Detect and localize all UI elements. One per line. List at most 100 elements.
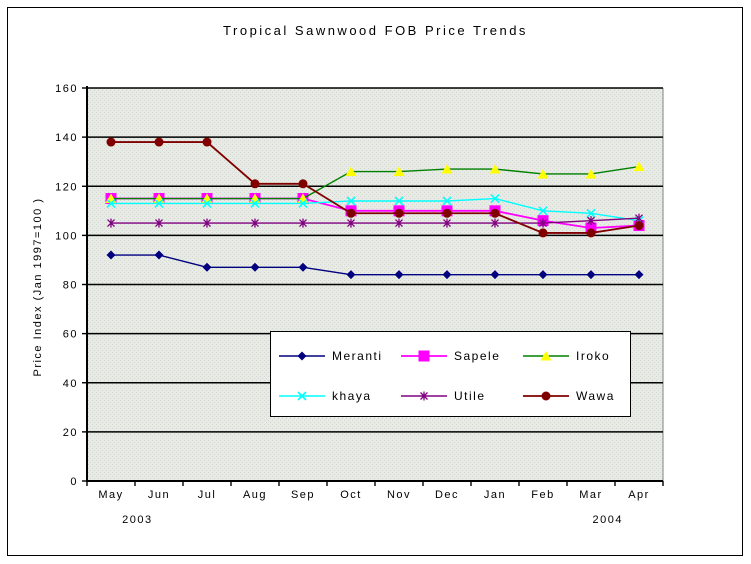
- legend-swatch-utile: [401, 391, 447, 401]
- y-tick-label-120: 120: [55, 181, 78, 193]
- marker-utile-oct: [347, 218, 355, 228]
- marker-wawa-feb: [538, 228, 548, 238]
- series-line-iroko: [111, 165, 640, 200]
- legend-marker-utile-icon: [420, 391, 428, 401]
- series-line-wawa: [111, 141, 640, 234]
- marker-meranti-mar: [586, 270, 596, 280]
- legend-label-utile: Utile: [454, 389, 486, 403]
- y-tick-label-140: 140: [55, 132, 78, 144]
- y-tick-label-80: 80: [63, 280, 78, 292]
- marker-khaya-sep: [298, 198, 308, 209]
- legend-swatch-wawa: [523, 391, 569, 401]
- marker-meranti-aug: [250, 262, 260, 272]
- x-tick-label-apr: Apr: [628, 489, 650, 501]
- marker-khaya-jul: [202, 198, 212, 209]
- marker-wawa-oct: [346, 208, 356, 218]
- legend-marker-sapele-icon: [418, 350, 430, 362]
- series-line-meranti: [111, 254, 639, 276]
- legend-swatch-khaya: [279, 391, 325, 401]
- marker-wawa-jan: [490, 208, 500, 218]
- marker-meranti-may: [106, 250, 116, 260]
- marker-meranti-dec: [442, 270, 452, 280]
- marker-utile-sep: [299, 218, 307, 228]
- marker-wawa-aug: [250, 179, 260, 189]
- x-tick-label-jul: Jul: [198, 489, 217, 501]
- marker-iroko-nov: [393, 166, 405, 177]
- x-tick-label-nov: Nov: [387, 489, 411, 501]
- legend-item-wawa: Wawa: [523, 382, 615, 410]
- marker-meranti-jun: [154, 250, 164, 260]
- year-label-2004: 2004: [593, 514, 623, 526]
- legend-item-utile: Utile: [401, 382, 486, 410]
- legend-marker-khaya-icon: [297, 391, 307, 401]
- legend-item-meranti: Meranti: [279, 342, 383, 370]
- x-tick-label-may: May: [98, 489, 123, 501]
- y-axis-title: Price Index (Jan 1997=100 ): [32, 197, 44, 377]
- y-tick-label-0: 0: [70, 476, 78, 488]
- marker-utile-jul: [203, 218, 211, 228]
- x-tick-label-oct: Oct: [340, 489, 362, 501]
- marker-khaya-may: [106, 198, 116, 209]
- marker-utile-jun: [155, 218, 163, 228]
- marker-meranti-jul: [202, 262, 212, 272]
- year-label-2003: 2003: [122, 514, 152, 526]
- marker-utile-jan: [491, 218, 499, 228]
- marker-khaya-nov: [394, 196, 404, 206]
- marker-iroko-oct: [345, 166, 357, 177]
- marker-sapele-mar: [585, 222, 597, 234]
- legend-label-khaya: khaya: [332, 389, 372, 403]
- marker-wawa-nov: [394, 208, 404, 218]
- marker-meranti-sep: [298, 262, 308, 272]
- legend-label-meranti: Meranti: [332, 349, 383, 363]
- x-tick-label-mar: Mar: [579, 489, 602, 501]
- marker-wawa-jun: [154, 137, 164, 147]
- legend-label-wawa: Wawa: [576, 389, 615, 403]
- series-line-khaya: [111, 197, 640, 222]
- legend-marker-iroko-icon: [540, 351, 552, 361]
- legend-label-sapele: Sapele: [454, 349, 501, 363]
- x-tick-label-dec: Dec: [435, 489, 459, 501]
- marker-wawa-mar: [586, 228, 596, 238]
- marker-utile-feb: [539, 218, 547, 228]
- marker-iroko-mar: [585, 168, 597, 179]
- x-tick-label-jun: Jun: [148, 489, 170, 501]
- marker-meranti-feb: [538, 270, 548, 280]
- marker-iroko-jan: [489, 164, 501, 174]
- y-tick-label-20: 20: [63, 427, 78, 439]
- legend: Meranti Sapele Iroko khaya Utile Wawa: [270, 331, 631, 417]
- marker-wawa-jul: [202, 137, 212, 147]
- marker-iroko-apr: [633, 161, 645, 172]
- x-tick-label-sep: Sep: [291, 489, 315, 501]
- legend-item-khaya: khaya: [279, 382, 372, 410]
- legend-marker-wawa-icon: [541, 391, 551, 401]
- legend-item-iroko: Iroko: [523, 342, 610, 370]
- marker-utile-mar: [587, 216, 595, 226]
- marker-utile-dec: [443, 218, 451, 228]
- marker-utile-nov: [395, 218, 403, 228]
- marker-wawa-sep: [298, 179, 308, 189]
- marker-utile-may: [107, 218, 115, 228]
- marker-meranti-oct: [346, 270, 356, 280]
- legend-marker-meranti-icon: [297, 351, 307, 361]
- marker-khaya-mar: [586, 208, 596, 218]
- marker-khaya-oct: [346, 196, 356, 206]
- legend-swatch-sapele: [401, 350, 447, 362]
- marker-meranti-apr: [634, 270, 644, 280]
- marker-khaya-dec: [442, 196, 452, 206]
- marker-iroko-feb: [537, 168, 549, 179]
- marker-wawa-dec: [442, 208, 452, 218]
- x-tick-label-jan: Jan: [484, 489, 506, 501]
- chart-title: Tropical Sawnwood FOB Price Trends: [223, 23, 528, 38]
- legend-swatch-iroko: [523, 351, 569, 361]
- marker-meranti-nov: [394, 270, 404, 280]
- marker-utile-aug: [251, 218, 259, 228]
- x-tick-label-aug: Aug: [243, 489, 267, 501]
- marker-khaya-feb: [538, 206, 548, 216]
- series-line-utile: [111, 217, 640, 224]
- y-tick-label-40: 40: [63, 378, 78, 390]
- y-tick-label-60: 60: [63, 329, 78, 341]
- marker-khaya-aug: [250, 198, 260, 209]
- marker-wawa-may: [106, 137, 116, 147]
- chart-frame: [7, 7, 743, 556]
